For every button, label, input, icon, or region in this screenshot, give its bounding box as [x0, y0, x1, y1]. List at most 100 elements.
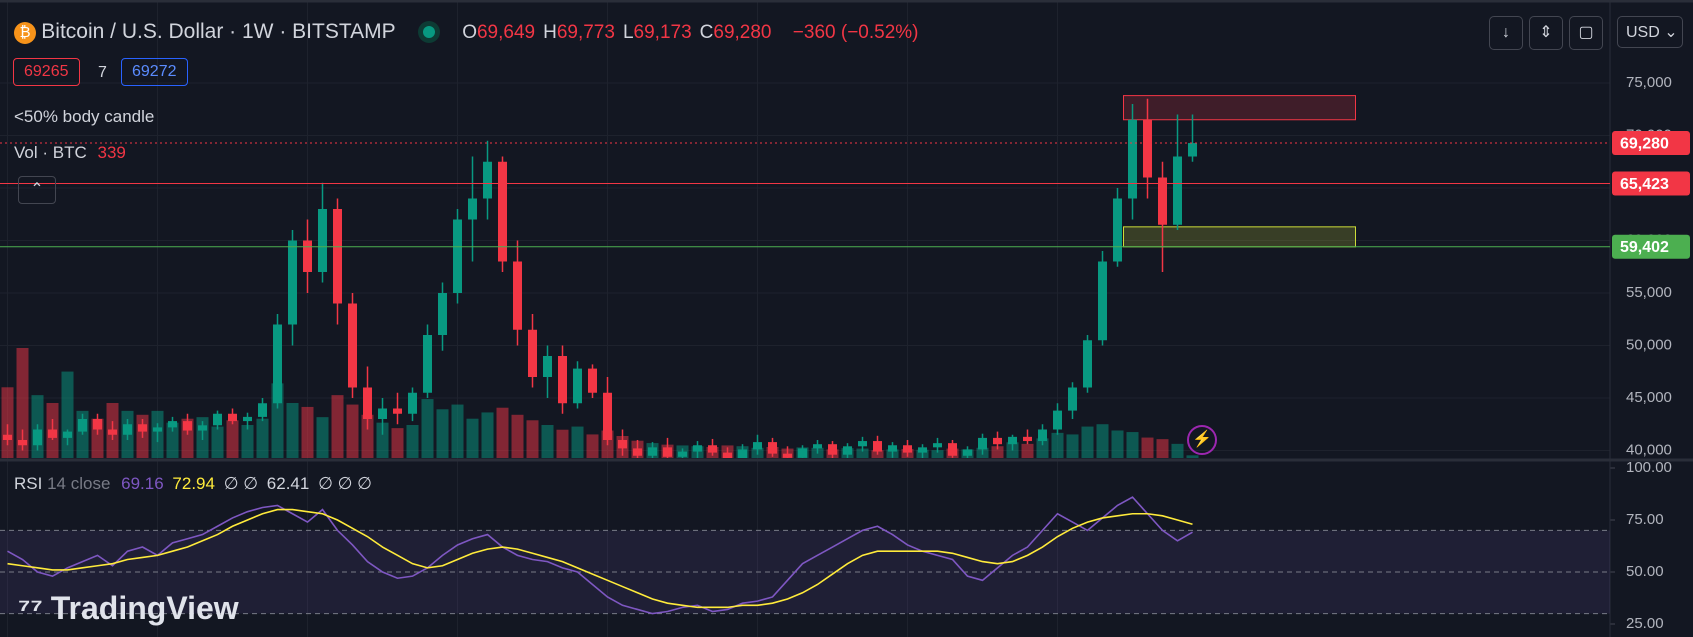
buy-button[interactable]: 69272 — [121, 58, 188, 86]
candle-body — [168, 421, 177, 428]
market-status — [422, 26, 435, 38]
rsi-value: 69.16 — [121, 474, 164, 493]
volume-bar — [346, 404, 359, 458]
rsi-name: RSI — [14, 474, 43, 493]
candle-body — [78, 419, 87, 432]
ohlc-value: 69,173 — [633, 22, 692, 43]
volume-bar — [391, 428, 404, 458]
candle-body — [318, 209, 327, 272]
candle-body — [738, 449, 747, 458]
volume-bar — [241, 425, 254, 458]
candle-body — [708, 445, 717, 453]
candle-body — [63, 431, 72, 438]
logo-mark: ⁷⁷ — [18, 593, 43, 626]
candle-body — [1128, 119, 1137, 199]
spread: 7 — [98, 64, 107, 81]
volume-bar — [1126, 432, 1139, 458]
volume-bar — [286, 403, 299, 458]
volume-bar — [1141, 437, 1154, 458]
volume-bar — [1171, 443, 1184, 458]
download-button[interactable]: ↓ — [1489, 16, 1523, 50]
volume-bar — [436, 409, 449, 458]
price-badge-label: 65,423 — [1620, 176, 1669, 193]
volume-bar — [1186, 455, 1199, 458]
volume-bar — [361, 414, 374, 458]
candle-body — [288, 240, 297, 325]
candle-body — [243, 416, 252, 422]
candle-body — [93, 419, 102, 430]
candle-body — [963, 449, 972, 456]
fullscreen-button[interactable]: ▢ — [1569, 16, 1603, 50]
candle-body — [258, 403, 267, 417]
volume-bar — [406, 425, 419, 458]
symbol-row: ₿ Bitcoin / U.S. Dollar · 1W · BITSTAMP … — [14, 20, 919, 44]
y-tick-label: 50,000 — [1626, 336, 1672, 353]
candle-body — [1143, 119, 1152, 178]
volume-bar — [991, 446, 1004, 458]
volume-bar — [1081, 426, 1094, 458]
volume-bar — [931, 450, 944, 458]
candle-body — [213, 413, 222, 426]
ohlc-value: 69,280 — [713, 22, 772, 43]
volume-bar — [211, 426, 224, 458]
candle-body — [348, 303, 357, 388]
volume-bar — [256, 418, 269, 458]
candle-body — [33, 429, 42, 446]
zone — [1123, 226, 1356, 248]
candle-body — [663, 447, 672, 457]
currency-select[interactable]: USD ⌄ — [1617, 16, 1683, 48]
price-badge-label: 59,402 — [1620, 239, 1669, 256]
candle-body — [1113, 198, 1122, 262]
candle-body — [978, 437, 987, 450]
candle-body — [798, 448, 807, 458]
volume-bar — [511, 414, 524, 458]
price-badge-label: 69,280 — [1620, 135, 1669, 152]
volume-bar — [16, 348, 29, 458]
volume-legend: Vol · BTC 339 — [14, 143, 126, 163]
volume-bar — [1036, 438, 1049, 458]
volume-bar — [316, 417, 329, 458]
candle-body — [873, 441, 882, 452]
rsi-layer — [7, 496, 1193, 615]
volume-bar — [481, 412, 494, 458]
ohlc-key: O — [462, 22, 477, 43]
ohlc-key: L — [622, 22, 634, 43]
candle-body — [513, 261, 522, 330]
volume-bar — [301, 406, 314, 458]
brand-name: TradingView — [50, 590, 239, 626]
y-tick-label: 75.00 — [1626, 511, 1664, 528]
candle-body — [108, 429, 117, 435]
candle-body — [3, 434, 12, 440]
candle-body — [528, 329, 537, 377]
collapse-toggle[interactable]: ⇕ — [1529, 16, 1563, 50]
symbol-title[interactable]: Bitcoin / U.S. Dollar · 1W · BITSTAMP — [41, 20, 396, 43]
candle-body — [1023, 436, 1032, 442]
candle-body — [198, 425, 207, 431]
indicator-name[interactable]: <50% body candle — [14, 107, 155, 126]
change: −360 (−0.52%) — [792, 22, 919, 43]
candle-body — [183, 421, 192, 431]
volume-bar — [1021, 443, 1034, 458]
currency: USD — [1626, 24, 1660, 41]
candle-body — [918, 447, 927, 453]
volume-bar — [376, 422, 389, 458]
collapse-button[interactable]: ⌃ — [18, 176, 56, 204]
sell-button[interactable]: 69265 — [13, 58, 80, 86]
volume-bar — [1051, 432, 1064, 458]
candle-body — [678, 451, 687, 457]
volume-bar — [541, 425, 554, 458]
candle-body — [408, 392, 417, 414]
empty-values: ∅ ∅ ∅ — [318, 474, 372, 493]
candle-body — [723, 452, 732, 458]
candle-body — [123, 424, 132, 435]
candle-body — [1083, 340, 1092, 388]
y-tick-label: 50.00 — [1626, 563, 1664, 580]
volume-bar — [421, 399, 434, 458]
volume-value: 339 — [97, 143, 126, 162]
rsi-ma-line — [7, 508, 1193, 609]
alert-icon[interactable]: ⚡ — [1187, 425, 1217, 455]
candle-body — [693, 445, 702, 452]
rsi-params: 14 close — [47, 474, 111, 493]
